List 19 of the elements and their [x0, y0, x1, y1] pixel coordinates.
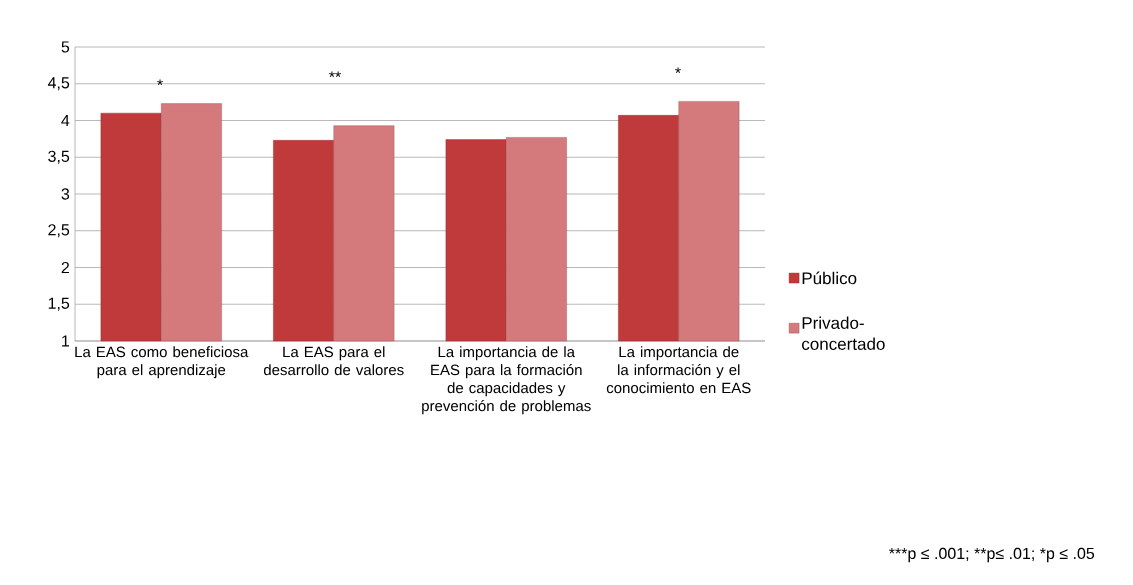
y-tick-label: 1	[62, 335, 70, 347]
legend-label: Privado-concertado	[802, 316, 885, 350]
y-tick-label: 3	[61, 188, 70, 200]
legend-label: Público	[802, 271, 857, 285]
x-tick-label: La EAS como beneficiosa para el aprendizaje	[75, 346, 249, 379]
y-tick-label: 5	[61, 41, 70, 53]
y-tick-label: 2,5	[48, 224, 70, 238]
x-tick-label: La EAS para el desarrollo de valores	[263, 346, 404, 376]
annotation: *	[157, 79, 163, 86]
x-tick-label: La importancia de la información y el conocimiento en EAS	[606, 346, 751, 394]
annotation: **	[329, 71, 341, 78]
y-tick-label: 2	[61, 261, 69, 274]
y-tick-label: 3,5	[48, 150, 70, 164]
text: ***p ≤ .001; **p≤ .01; *p ≤ .05	[889, 547, 1095, 563]
y-tick-label: 4,5	[47, 77, 70, 91]
y-tick-label: 1,5	[48, 297, 70, 311]
x-tick-label: La importancia de la EAS para la formación de capacidades y prevención de problemas	[422, 346, 591, 415]
annotation: *	[675, 67, 681, 74]
y-tick-label: 4	[61, 114, 70, 126]
